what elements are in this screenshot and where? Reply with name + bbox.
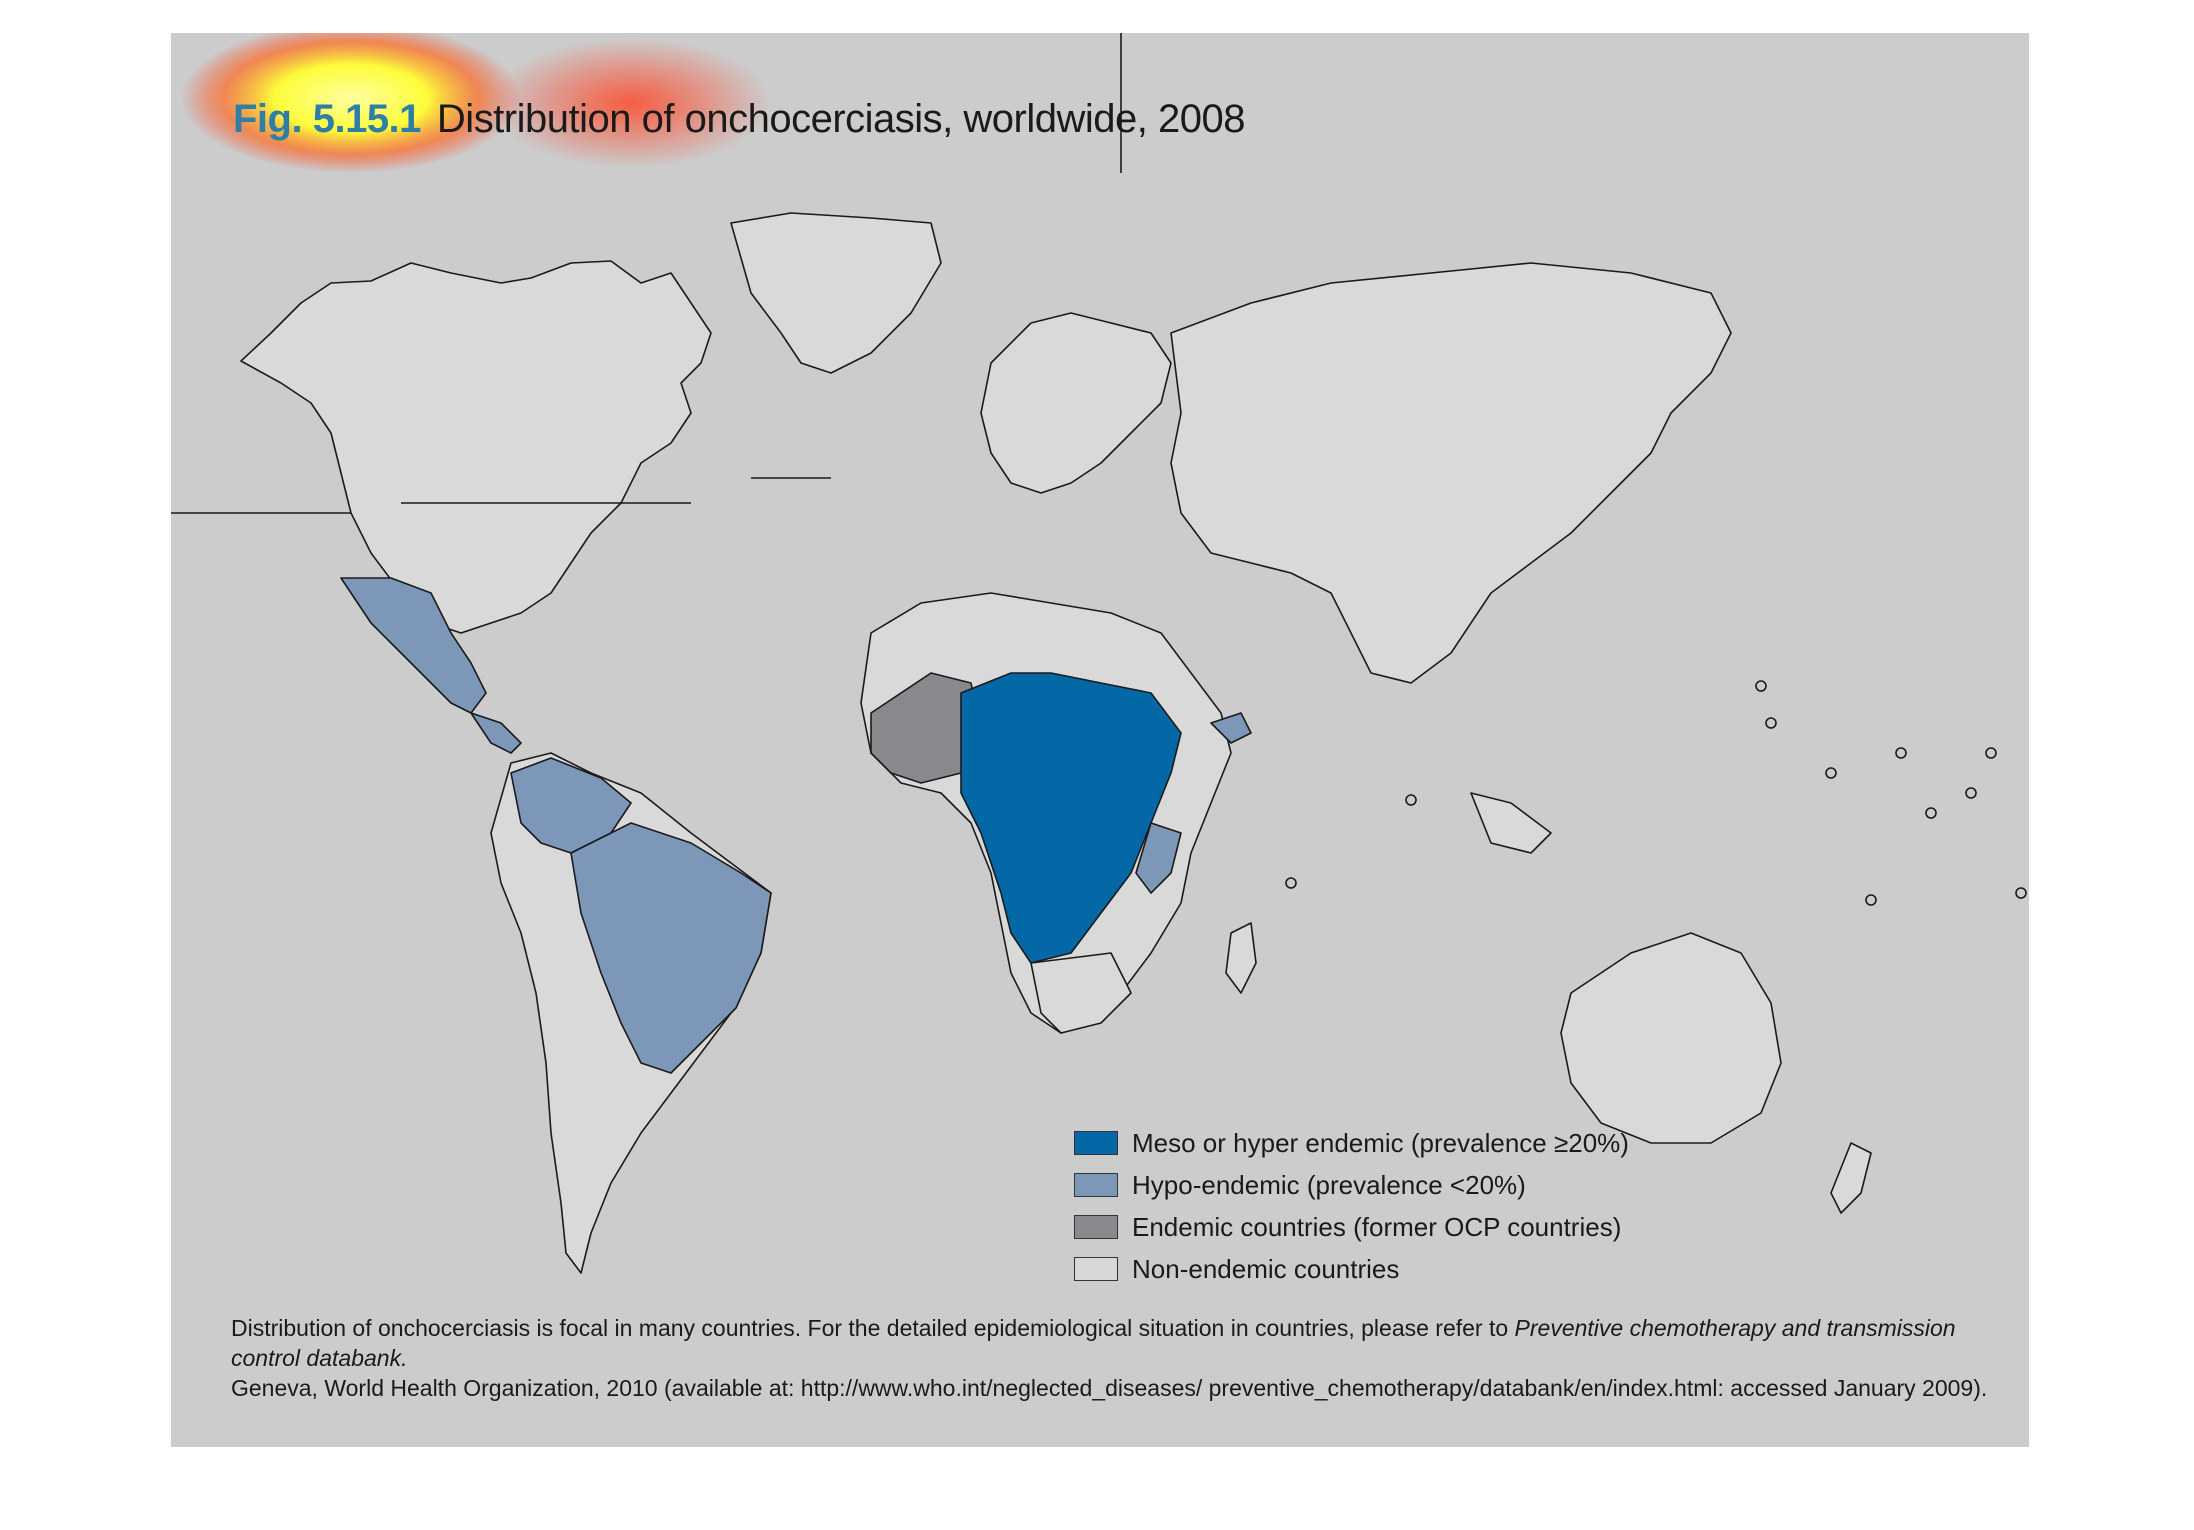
greenland [730,212,942,374]
legend-label-meso: Meso or hyper endemic (prevalence ≥20%) [1132,1127,1629,1158]
caption-line-2: Geneva, World Health Organization, 2010 … [231,1375,1988,1401]
legend-label-ocp: Endemic countries (former OCP countries) [1132,1211,1622,1242]
yemen-hypo [1210,712,1252,744]
figure-caption: Distribution of onchocerciasis is focal … [231,1313,1991,1403]
legend-item-non-endemic: Non-endemic countries [1074,1248,1629,1290]
legend-swatch-non-endemic [1074,1257,1118,1281]
central-america [470,712,522,754]
southern-africa [1030,952,1132,1034]
caption-databank-title: Preventive chemotherapy and transmission… [231,1315,1956,1371]
legend-label-non-endemic: Non-endemic countries [1132,1253,1400,1284]
figure-title: Fig. 5.15.1 Distribution of onchocerciasi… [233,97,1245,142]
world-map [171,33,2027,1274]
figure-number: Fig. 5.15.1 [233,97,421,141]
map-legend: Meso or hyper endemic (prevalence ≥20%) … [1074,1122,1629,1290]
australia [1560,932,1782,1144]
europe-landmass [980,312,1172,494]
legend-item-hypo: Hypo-endemic (prevalence <20%) [1074,1164,1629,1206]
asia-landmass [1170,262,1732,684]
caption-line-1: Distribution of onchocerciasis is focal … [231,1313,1991,1373]
southeast-asia-islands [1470,792,1552,854]
central-africa-meso [960,672,1182,964]
legend-swatch-hypo [1074,1173,1118,1197]
heatmap-overlay [181,33,771,173]
legend-item-ocp: Endemic countries (former OCP countries) [1074,1206,1629,1248]
map-panel: Fig. 5.15.1 Distribution of onchocerciasi… [171,33,2029,1447]
legend-label-hypo: Hypo-endemic (prevalence <20%) [1132,1169,1526,1200]
legend-swatch-meso [1074,1131,1118,1155]
brazil [570,822,772,1074]
north-america-landmass [240,260,712,634]
new-zealand [1830,1142,1872,1214]
legend-swatch-ocp [1074,1215,1118,1239]
caption-text: Distribution of onchocerciasis is focal … [231,1315,1515,1341]
figure-title-text: Distribution of onchocerciasis, worldwid… [436,97,1246,141]
madagascar [1225,922,1257,994]
legend-item-meso: Meso or hyper endemic (prevalence ≥20%) [1074,1122,1629,1164]
east-africa-hypo [1135,822,1182,894]
